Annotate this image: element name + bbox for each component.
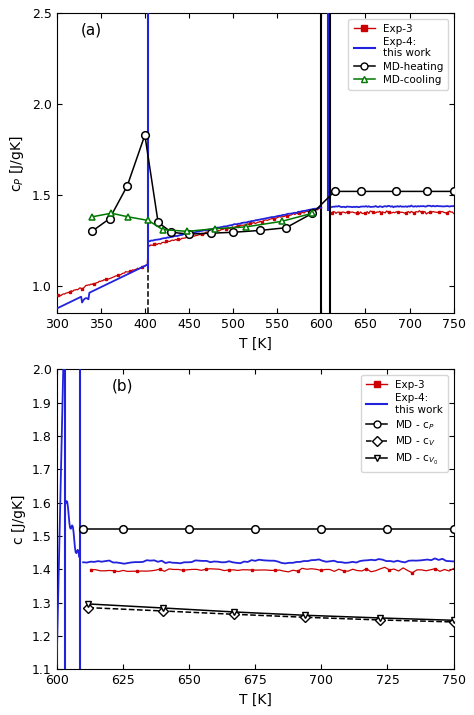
Y-axis label: c [J/gK]: c [J/gK] [12,495,27,544]
Legend: Exp-3, Exp-4:
this work, MD-heating, MD-cooling: Exp-3, Exp-4: this work, MD-heating, MD-… [348,19,448,90]
Legend: Exp-3, Exp-4:
this work, MD - c$_P$, MD - c$_V$, MD - c$_{V_0}$: Exp-3, Exp-4: this work, MD - c$_P$, MD … [361,375,448,472]
Text: (b): (b) [112,378,134,393]
X-axis label: T [K]: T [K] [239,337,272,350]
Y-axis label: c$_P$ [J/gK]: c$_P$ [J/gK] [9,135,27,192]
Text: (a): (a) [81,22,101,37]
X-axis label: T [K]: T [K] [239,693,272,706]
